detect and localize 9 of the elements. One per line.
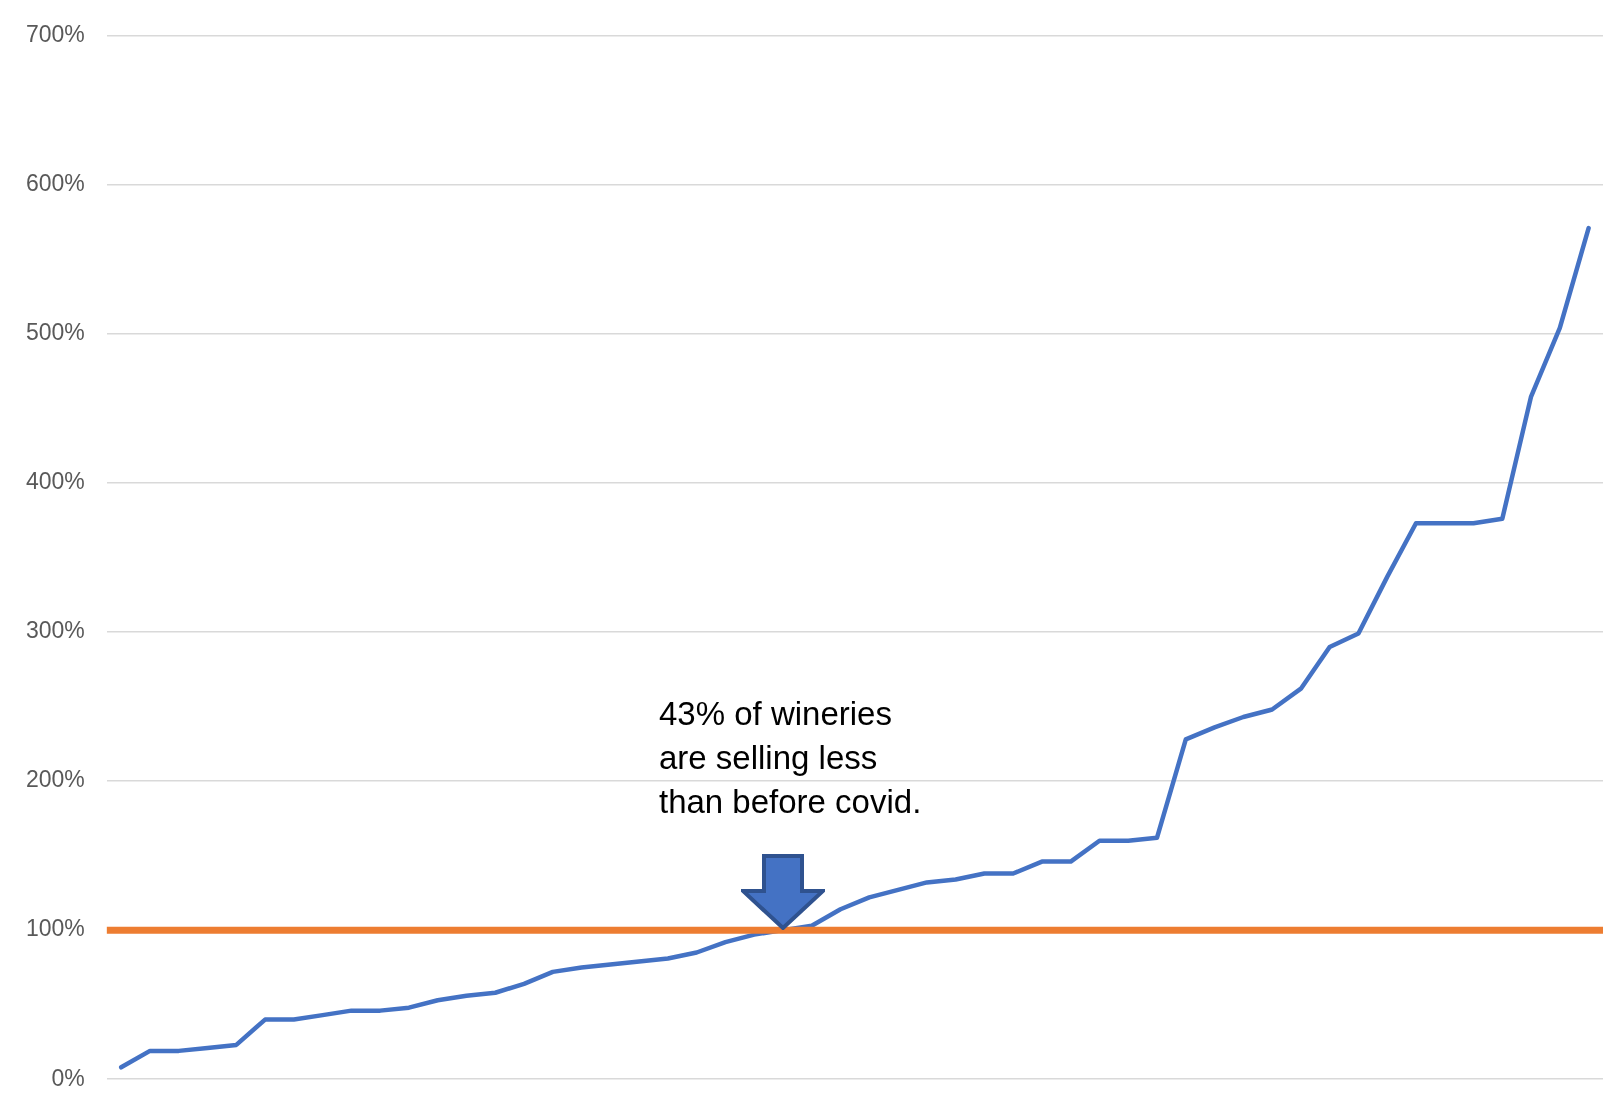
y-tick-label: 500% [26,319,85,346]
y-tick-label: 0% [51,1064,85,1091]
y-tick-label: 100% [26,915,85,942]
y-tick-label: 600% [26,170,85,197]
y-tick-label: 200% [26,766,85,793]
annotation: 43% of wineries are selling less than before covid. [658,694,922,823]
y-tick-label: 700% [26,21,85,48]
y-tick-label: 400% [26,468,85,495]
y-tick-label: 300% [26,617,85,644]
